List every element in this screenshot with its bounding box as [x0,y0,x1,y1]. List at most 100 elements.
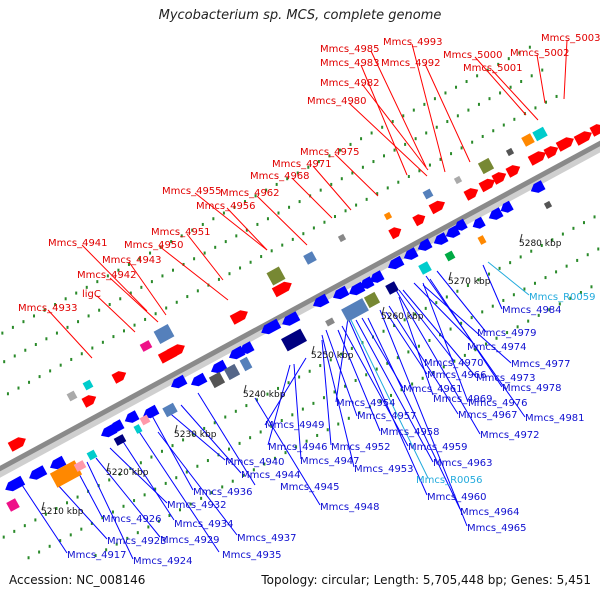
gene-label-mmcs_4953[interactable]: Mmcs_4953 [354,464,414,475]
forward-gene-arrow[interactable] [428,200,445,215]
gene-label-mmcs_4946[interactable]: Mmcs_4946 [268,442,328,453]
gene-label-mmcs_4956[interactable]: Mmcs_4956 [196,201,256,212]
gene-label-mmcs_5001[interactable]: Mmcs_5001 [463,63,523,74]
gene-feature-block[interactable] [223,363,241,381]
reverse-gene-arrow[interactable] [50,455,67,470]
gene-feature-block[interactable] [208,371,226,389]
gene-label-mmcs_4924[interactable]: Mmcs_4924 [133,556,193,567]
gene-feature-block[interactable] [444,250,456,262]
gene-label-mmcs_5000[interactable]: Mmcs_5000 [443,50,503,61]
gene-label-mmcs_4945[interactable]: Mmcs_4945 [280,482,340,493]
gene-label-mmcs_4934[interactable]: Mmcs_4934 [174,519,234,530]
forward-gene-arrow[interactable] [111,371,127,384]
forward-gene-arrow[interactable] [81,395,97,408]
forward-gene-arrow[interactable] [527,151,546,166]
gene-label-mmcs_4935[interactable]: Mmcs_4935 [222,550,282,561]
forward-gene-arrow[interactable] [229,310,248,325]
gene-label-mmcs_4970[interactable]: Mmcs_4970 [424,358,484,369]
forward-gene-arrow[interactable] [388,227,402,240]
reverse-gene-arrow[interactable] [403,247,419,260]
reverse-gene-arrow[interactable] [191,372,208,387]
rna-label-mmcs_r0056[interactable]: Mmcs_R0056 [416,475,482,486]
gene-label-mmcs_4937[interactable]: Mmcs_4937 [237,533,297,544]
forward-gene-arrow[interactable] [166,344,185,359]
gene-label-mmcs_5002[interactable]: Mmcs_5002 [510,48,570,59]
gene-label-mmcs_4941[interactable]: Mmcs_4941 [48,238,108,249]
gene-label-mmcs_4983[interactable]: Mmcs_4983 [320,58,380,69]
forward-gene-arrow[interactable] [412,214,426,227]
reverse-gene-arrow[interactable] [143,404,160,419]
gene-feature-block[interactable] [532,126,548,142]
gene-label-mmcs_4982[interactable]: Mmcs_4982 [320,78,380,89]
gene-feature-block[interactable] [66,390,78,402]
gene-label-mmcs_4936[interactable]: Mmcs_4936 [193,487,253,498]
reverse-gene-arrow[interactable] [261,318,282,335]
gene-label-mmcs_4933[interactable]: Mmcs_4933 [18,303,78,314]
gene-feature-block[interactable] [383,211,393,221]
reverse-gene-arrow[interactable] [369,270,385,283]
reverse-gene-arrow[interactable] [211,359,228,374]
gene-feature-block[interactable] [82,379,94,391]
gene-feature-block[interactable] [505,147,515,157]
reverse-gene-arrow[interactable] [500,200,514,213]
gene-label-mmcs_4950[interactable]: Mmcs_4950 [124,240,184,251]
gene-feature-block[interactable] [303,251,317,265]
reverse-gene-arrow[interactable] [109,419,125,432]
gene-label-mmcs_4980[interactable]: Mmcs_4980 [307,96,367,107]
gene-feature-block[interactable] [113,434,127,446]
reverse-gene-arrow[interactable] [171,374,188,389]
gene-label-mmcs_4948[interactable]: Mmcs_4948 [320,502,380,513]
gene-label-mmcs_4940[interactable]: Mmcs_4940 [225,457,285,468]
gene-feature-block[interactable] [363,291,381,309]
rna-label-mmcs_r0059[interactable]: Mmcs_R0059 [529,292,595,303]
gene-label-mmcs_4926[interactable]: Mmcs_4926 [102,514,162,525]
forward-gene-arrow[interactable] [555,137,574,152]
gene-label-mmcs_4968[interactable]: Mmcs_4968 [250,171,310,182]
gene-label-mmcs_4952[interactable]: Mmcs_4952 [331,442,391,453]
reverse-gene-arrow[interactable] [313,293,330,308]
gene-label-mmcs_4951[interactable]: Mmcs_4951 [151,227,211,238]
gene-feature-block[interactable] [337,233,347,243]
gene-label-mmcs_4993[interactable]: Mmcs_4993 [383,37,443,48]
gene-feature-block[interactable] [86,449,98,461]
gene-label-mmcs_4977[interactable]: Mmcs_4977 [511,359,571,370]
gene-feature-block[interactable] [477,235,487,245]
gene-label-mmcs_4932[interactable]: Mmcs_4932 [167,500,227,511]
gene-label-mmcs_4972[interactable]: Mmcs_4972 [480,430,540,441]
gene-feature-block[interactable] [543,200,553,210]
gene-label-mmcs_4955[interactable]: Mmcs_4955 [162,186,222,197]
gene-label-mmcs_4957[interactable]: Mmcs_4957 [357,411,417,422]
gene-label-mmcs_4944[interactable]: Mmcs_4944 [241,470,301,481]
reverse-gene-arrow[interactable] [282,311,301,326]
gene-feature-block[interactable] [133,424,143,434]
gene-feature-block[interactable] [477,157,495,175]
gene-feature-block[interactable] [139,340,153,352]
forward-gene-arrow[interactable] [491,172,507,185]
gene-feature-block[interactable] [341,298,369,322]
gene-label-mmcs_4949[interactable]: Mmcs_4949 [265,420,325,431]
forward-gene-arrow[interactable] [271,281,292,298]
gene-label-mmcs_4929[interactable]: Mmcs_4929 [160,535,220,546]
gene-label-mmcs_4943[interactable]: Mmcs_4943 [102,255,162,266]
reverse-gene-arrow[interactable] [488,207,504,220]
gene-label-mmcs_4965[interactable]: Mmcs_4965 [467,523,527,534]
forward-gene-arrow[interactable] [505,165,521,178]
forward-gene-arrow[interactable] [7,437,26,452]
gene-label-mmcs_4959[interactable]: Mmcs_4959 [408,442,468,453]
gene-feature-block[interactable] [139,414,151,426]
gene-label-mmcs_4992[interactable]: Mmcs_4992 [381,58,441,69]
gene-feature-block[interactable] [453,175,463,185]
gene-label-mmcs_4974[interactable]: Mmcs_4974 [467,342,527,353]
reverse-gene-arrow[interactable] [530,180,546,193]
gene-label-mmcs_4979[interactable]: Mmcs_4979 [477,328,537,339]
gene-label-mmcs_4984[interactable]: Mmcs_4984 [502,305,562,316]
forward-gene-arrow[interactable] [573,131,592,146]
gene-label-mmcs_4969[interactable]: Mmcs_4969 [433,394,493,405]
gene-label-mmcs_4962[interactable]: Mmcs_4962 [220,188,280,199]
gene-feature-block[interactable] [422,188,434,200]
gene-label-mmcs_4967[interactable]: Mmcs_4967 [458,410,518,421]
forward-gene-arrow[interactable] [589,124,600,137]
gene-label-mmcs_4963[interactable]: Mmcs_4963 [433,458,493,469]
forward-gene-arrow[interactable] [463,188,479,201]
reverse-gene-arrow[interactable] [454,218,468,231]
